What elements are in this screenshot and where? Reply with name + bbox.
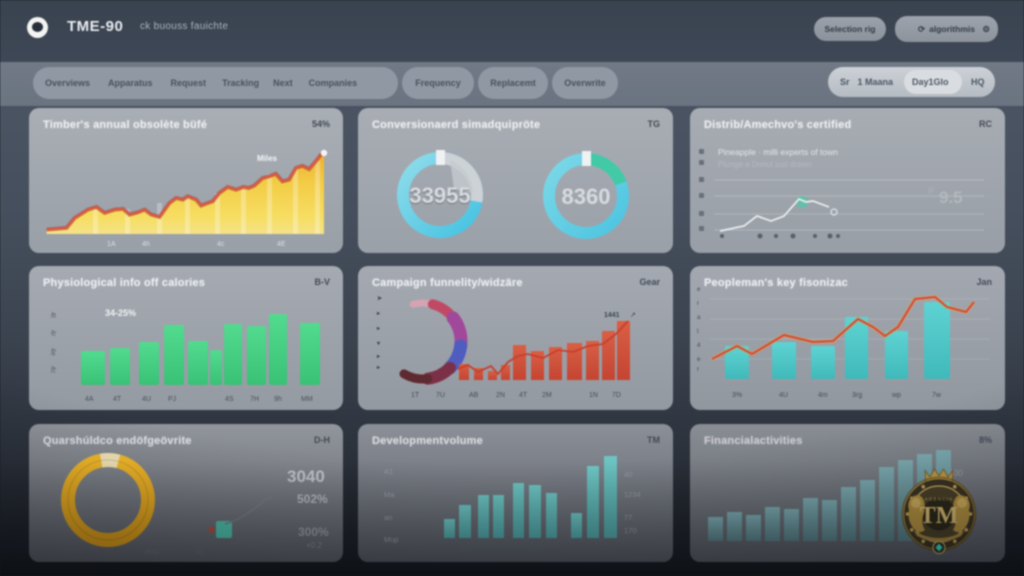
svg-text:4r: 4r [49,330,56,337]
svg-text:2N: 2N [496,392,505,399]
svg-text:4e: 4e [49,348,56,356]
svg-text:4t: 4t [49,312,56,318]
svg-text:+0: +0 [608,546,616,553]
svg-text:wp: wp [891,392,901,399]
svg-text:40: 40 [624,470,632,479]
svg-text:1234: 1234 [624,490,641,499]
svg-text:4h: 4h [142,241,150,248]
svg-text:2M: 2M [542,392,552,399]
svg-text:AGENCIA: AGENCIA [925,497,954,502]
svg-text:▸: ▸ [376,326,381,332]
svg-text:MM: MM [301,396,313,403]
svg-text:7H: 7H [250,396,259,403]
svg-text:a: a [697,315,701,321]
svg-text:7D: 7D [612,392,621,399]
svg-text:33955: 33955 [409,183,470,208]
svg-text:1N: 1N [589,392,598,399]
svg-text:9h: 9h [274,396,282,403]
svg-text:AB: AB [469,392,479,399]
svg-text:4: 4 [533,546,537,553]
svg-text:+0.2: +0.2 [306,541,322,550]
svg-text:TM: TM [920,503,959,529]
svg-text:4T: 4T [519,392,528,399]
svg-text:7U: 7U [436,392,445,399]
svg-text:➤: ➤ [377,295,383,302]
svg-text:4m: 4m [818,392,828,399]
svg-text:Plunge a Donut just drawn: Plunge a Donut just drawn [718,160,812,169]
svg-text:1T: 1T [411,392,420,399]
svg-text:7w: 7w [932,392,942,399]
svg-text:2B: 2B [458,546,467,553]
svg-text:77: 77 [624,513,632,522]
svg-text:4U: 4U [779,392,788,399]
svg-text:▸: ▸ [376,365,381,371]
svg-text:4T: 4T [113,396,122,403]
svg-text:Mup: Mup [384,535,399,544]
svg-text:▾: ▾ [376,341,381,347]
svg-text:↗: ↗ [630,312,636,319]
svg-text:3%: 3% [732,392,742,399]
svg-text:Miles: Miles [257,154,278,163]
svg-text:e: e [697,357,701,363]
svg-text:PJ: PJ [168,396,176,403]
svg-text:1441: 1441 [604,312,620,319]
svg-text:P: P [928,186,935,197]
svg-text:8360: 8360 [562,184,611,209]
svg-text:4E: 4E [277,241,286,248]
svg-text:t: t [697,329,699,335]
svg-text:r: r [697,301,699,307]
svg-text:1c: 1c [196,549,204,556]
svg-text:r: r [697,367,699,373]
svg-text:4c: 4c [49,366,56,374]
svg-text:▸: ▸ [376,311,381,317]
svg-text:Ma: Ma [384,490,395,499]
svg-text:▸: ▸ [376,354,381,360]
svg-text:170: 170 [624,526,637,535]
svg-text:AVG: AVG [145,549,159,556]
svg-text:an: an [384,513,392,522]
svg-text:1A: 1A [107,241,116,248]
svg-text:34-25%: 34-25% [105,308,136,318]
svg-text:A1: A1 [384,467,393,476]
svg-text:e: e [697,287,701,293]
svg-text:Pineapple · milli experts of t: Pineapple · milli experts of town [718,147,838,157]
svg-text:4c: 4c [217,241,225,248]
svg-text:502%: 502% [297,492,328,506]
svg-text:4U: 4U [142,396,151,403]
svg-text:3rg: 3rg [852,392,862,399]
svg-text:3040: 3040 [287,467,325,486]
svg-text:4: 4 [697,343,701,349]
svg-text:4A: 4A [85,396,94,403]
svg-text:4S: 4S [225,396,234,403]
svg-text:300%: 300% [298,525,329,539]
svg-text:9.5: 9.5 [939,188,963,207]
